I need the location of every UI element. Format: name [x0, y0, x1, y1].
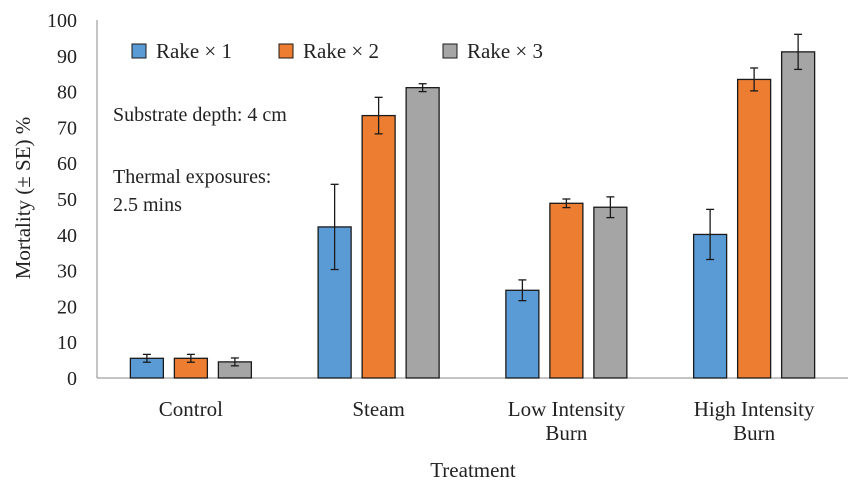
y-tick-label: 0 — [67, 368, 77, 390]
error-bar — [794, 33, 803, 71]
legend-swatch — [442, 43, 458, 59]
x-category-label: Steam — [352, 397, 405, 421]
error-bar — [750, 67, 759, 92]
y-tick-label: 50 — [57, 189, 77, 211]
annotation-line: Substrate depth: 4 cm — [113, 104, 287, 126]
y-tick-label: 100 — [47, 10, 77, 32]
error-bar — [374, 96, 383, 135]
bar — [405, 87, 440, 379]
error-bar — [606, 196, 615, 219]
annotation-text: Substrate depth: 4 cm — [113, 104, 287, 126]
legend-label: Rake × 2 — [303, 39, 379, 63]
bar — [593, 206, 628, 379]
error-bar — [186, 353, 195, 363]
y-tick-label: 10 — [57, 332, 77, 354]
error-bars — [142, 33, 803, 367]
error-bar — [330, 183, 339, 271]
error-bar — [706, 208, 715, 261]
bar — [361, 114, 396, 379]
x-category-label-line: Steam — [352, 397, 405, 421]
y-tick-label: 30 — [57, 261, 77, 283]
axes — [96, 20, 848, 379]
legend-label: Rake × 1 — [156, 39, 232, 63]
x-category-label: Low Intensity Burn — [508, 397, 626, 445]
bar — [736, 78, 772, 379]
x-category-label-line: Burn — [733, 421, 776, 445]
y-tick-label: 40 — [57, 225, 77, 247]
y-tick-label: 20 — [57, 296, 77, 318]
bars — [129, 51, 816, 379]
error-bar — [142, 353, 151, 363]
annotation-text: Thermal exposures: 2.5 mins — [113, 166, 271, 216]
error-bar — [418, 83, 427, 93]
legend-swatch — [131, 43, 147, 59]
y-tick-label: 90 — [57, 46, 77, 68]
legend-swatch — [278, 43, 294, 59]
annotations: Substrate depth: 4 cm Thermal exposures: 2… — [113, 104, 287, 216]
y-tick-labels: 0 10 20 30 40 50 60 70 80 90 100 — [47, 10, 77, 390]
x-category-label-line: Low Intensity — [508, 397, 626, 421]
legend-label: Rake × 3 — [467, 39, 543, 63]
legend: Rake × 1 Rake × 2 Rake × 3 — [131, 39, 543, 63]
bar — [780, 51, 816, 379]
y-axis-title: Mortality (± SE) % — [11, 117, 35, 280]
annotation-line: 2.5 mins — [113, 194, 182, 216]
annotation-line: Thermal exposures: — [113, 166, 271, 188]
x-category-label: Control — [159, 397, 223, 421]
y-tick-label: 70 — [57, 117, 77, 139]
error-bar — [562, 198, 571, 209]
legend-item: Rake × 1 — [131, 39, 232, 63]
y-tick-label: 80 — [57, 82, 77, 104]
legend-item: Rake × 3 — [442, 39, 543, 63]
y-tick-label: 60 — [57, 153, 77, 175]
x-category-label-line: Burn — [545, 421, 588, 445]
x-category-label-line: High Intensity — [694, 397, 815, 421]
bar — [505, 289, 540, 379]
error-bar — [230, 357, 239, 367]
legend-item: Rake × 2 — [278, 39, 379, 63]
error-bar — [518, 279, 527, 302]
bar — [549, 202, 584, 379]
x-category-label: High Intensity Burn — [694, 397, 815, 445]
x-category-label-line: Control — [159, 397, 223, 421]
x-axis-title: Treatment — [430, 458, 516, 482]
